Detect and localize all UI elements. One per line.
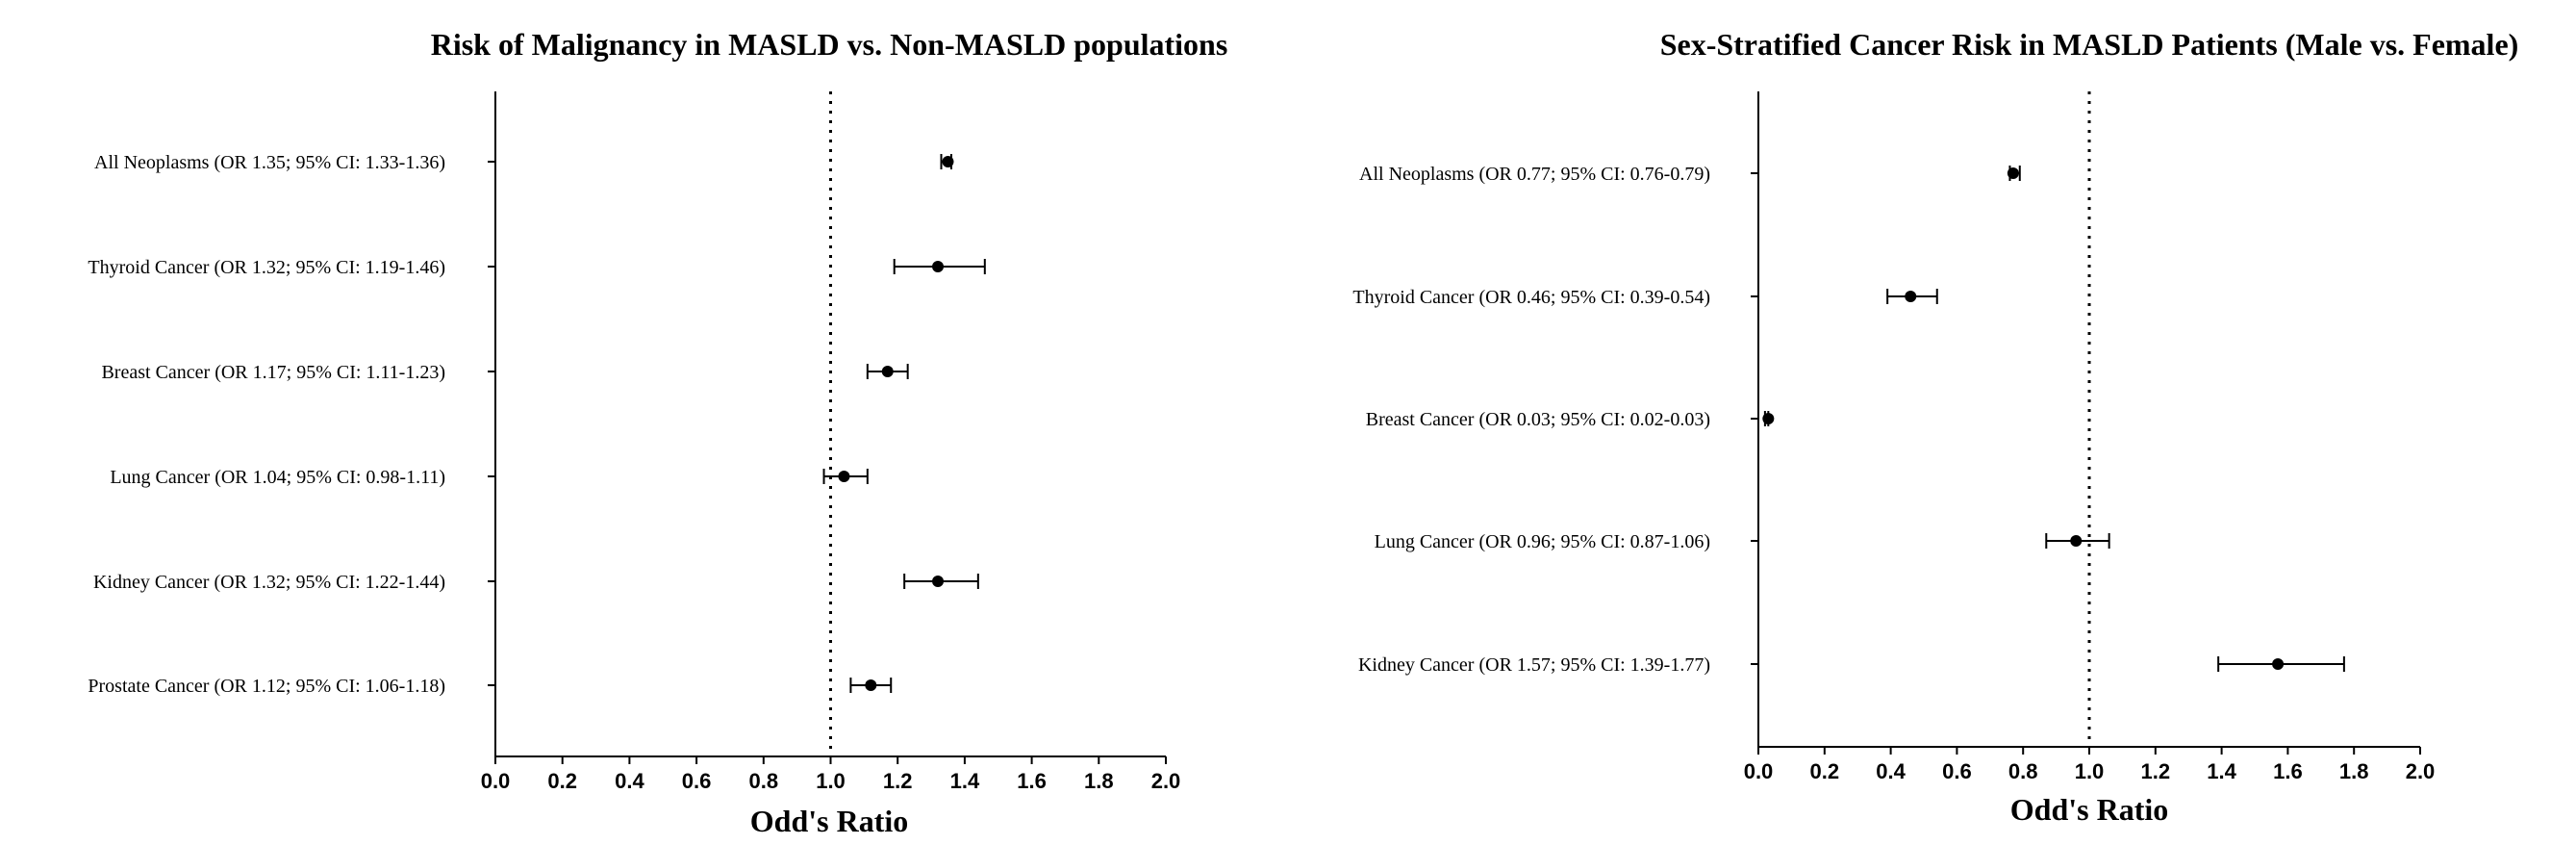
x-tick-label: 0.4 (615, 769, 644, 793)
x-tick-label: 0.6 (682, 769, 712, 793)
row-label: All Neoplasms (OR 1.35; 95% CI: 1.33-1.3… (94, 152, 445, 173)
row-label: Kidney Cancer (OR 1.57; 95% CI: 1.39-1.7… (1358, 654, 1710, 676)
chart-title: Sex-Stratified Cancer Risk in MASLD Pati… (1660, 27, 2519, 62)
odds-ratio-point (2272, 658, 2285, 670)
row-label: All Neoplasms (OR 0.77; 95% CI: 0.76-0.7… (1359, 164, 1710, 185)
row-label: Thyroid Cancer (OR 1.32; 95% CI: 1.19-1.… (88, 257, 445, 278)
x-tick-label: 0.0 (481, 769, 511, 793)
forest-plot-sex-stratified-cancer-risk: Sex-Stratified Cancer Risk in MASLD Pati… (1352, 27, 2518, 827)
x-tick-label: 0.4 (1876, 759, 1906, 783)
chart-title: Risk of Malignancy in MASLD vs. Non-MASL… (431, 27, 1228, 62)
row-label: Breast Cancer (OR 1.17; 95% CI: 1.11-1.2… (101, 362, 445, 383)
x-tick-label: 1.6 (2273, 759, 2303, 783)
x-tick-label: 1.6 (1017, 769, 1047, 793)
row-label: Kidney Cancer (OR 1.32; 95% CI: 1.22-1.4… (93, 572, 445, 593)
row-label: Lung Cancer (OR 1.04; 95% CI: 0.98-1.11) (110, 467, 445, 488)
odds-ratio-point (932, 576, 945, 587)
x-axis-title: Odd's Ratio (2010, 792, 2168, 827)
odds-ratio-point (2007, 167, 2019, 179)
odds-ratio-point (1905, 291, 1917, 302)
odds-ratio-point (1762, 413, 1775, 424)
x-tick-label: 0.0 (1744, 759, 1774, 783)
odds-ratio-point (865, 679, 877, 691)
x-tick-label: 1.2 (2141, 759, 2171, 783)
x-tick-label: 1.2 (883, 769, 913, 793)
x-axis-title: Odd's Ratio (750, 804, 908, 838)
row-label: Lung Cancer (OR 0.96; 95% CI: 0.87-1.06) (1375, 531, 1710, 552)
x-tick-label: 0.8 (749, 769, 779, 793)
x-tick-label: 1.8 (1084, 769, 1114, 793)
x-tick-label: 2.0 (2406, 759, 2436, 783)
x-tick-label: 0.8 (2008, 759, 2038, 783)
x-tick-label: 1.4 (950, 769, 980, 793)
x-tick-label: 1.8 (2339, 759, 2369, 783)
x-tick-label: 1.4 (2207, 759, 2236, 783)
forest-plot-malignancy-masld-vs-non-masld: Risk of Malignancy in MASLD vs. Non-MASL… (88, 27, 1227, 838)
odds-ratio-point (881, 366, 894, 377)
x-tick-label: 0.2 (1810, 759, 1840, 783)
odds-ratio-point (838, 471, 850, 482)
row-label: Thyroid Cancer (OR 0.46; 95% CI: 0.39-0.… (1352, 287, 1710, 308)
odds-ratio-point (2070, 535, 2083, 547)
x-tick-label: 0.2 (547, 769, 577, 793)
odds-ratio-point (942, 156, 954, 167)
x-tick-label: 2.0 (1151, 769, 1181, 793)
row-label: Breast Cancer (OR 0.03; 95% CI: 0.02-0.0… (1366, 409, 1710, 430)
odds-ratio-point (932, 261, 945, 272)
row-label: Prostate Cancer (OR 1.12; 95% CI: 1.06-1… (88, 676, 445, 697)
x-tick-label: 0.6 (1942, 759, 1972, 783)
x-tick-label: 1.0 (816, 769, 846, 793)
x-tick-label: 1.0 (2075, 759, 2105, 783)
